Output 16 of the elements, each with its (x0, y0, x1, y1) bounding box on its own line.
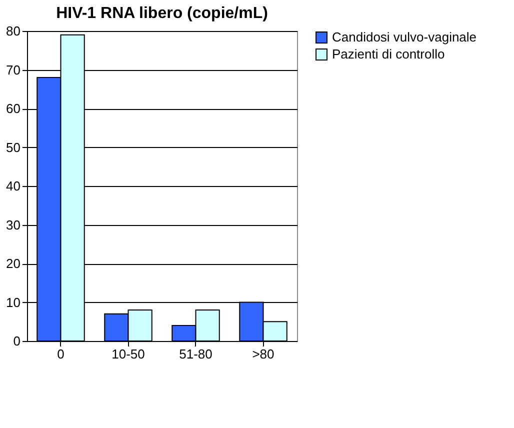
x-tick-label: 10-50 (112, 346, 145, 362)
y-tick-label: 30 (6, 217, 20, 232)
y-tick-label: 50 (6, 140, 20, 155)
y-tick-label: 60 (6, 101, 20, 116)
y-tick-label: 0 (13, 334, 20, 348)
y-tick-label: 20 (6, 256, 20, 271)
y-tick-label: 40 (6, 178, 20, 194)
y-tick-label: 80 (6, 24, 20, 38)
legend-label: Candidosi vulvo-vaginale (332, 30, 477, 44)
x-tick-label: 0 (57, 346, 64, 362)
chart-title: HIV-1 RNA libero (copie/mL) (56, 5, 268, 22)
x-tick-label: >80 (252, 346, 274, 362)
y-tick-label: 70 (6, 62, 20, 78)
x-tick-label: 51-80 (179, 346, 212, 362)
legend-label: Pazienti di controllo (332, 46, 445, 62)
y-tick-label: 10 (6, 294, 20, 310)
